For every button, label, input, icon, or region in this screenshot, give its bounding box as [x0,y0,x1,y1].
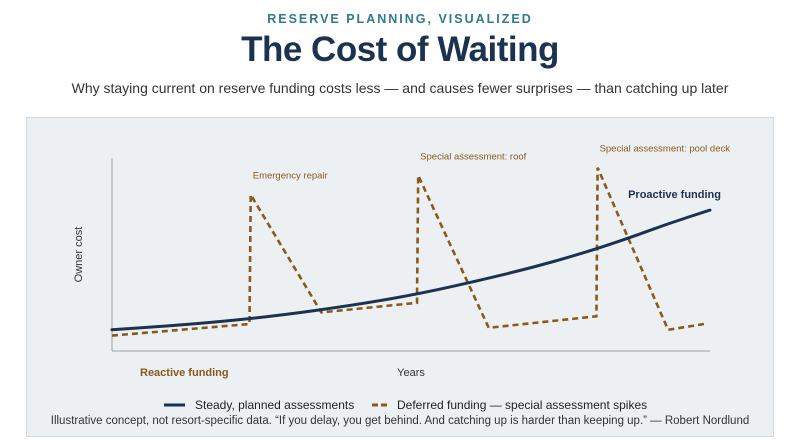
kicker: RESERVE PLANNING, VISUALIZED [267,12,533,26]
annotation-1: Emergency repair [253,171,328,182]
footnote: Illustrative concept, not resort-specifi… [50,415,750,427]
annotation-3: Special assessment: pool deck [600,144,731,155]
proactive-funding-line [110,208,712,332]
legend-label-proactive: Steady, planned assessments [195,398,354,412]
proactive-funding-label: Proactive funding [628,189,721,201]
y-axis-label: Owner cost [73,227,85,283]
reactive-funding-label: Reactive funding [140,367,229,379]
page-subtitle: Why staying current on reserve funding c… [71,80,729,96]
reactive-funding-line [111,167,705,337]
annotation-2: Special assessment: roof [420,151,526,162]
chart-panel: Years Owner cost Proactive funding Reactive… [26,117,774,437]
x-axis-label: Years [397,367,425,379]
page-title: The Cost of Waiting [241,30,559,69]
chart: Years Owner cost Proactive funding Reactive… [73,144,731,412]
legend-label-reactive: Deferred funding — special assessment sp… [397,398,647,412]
